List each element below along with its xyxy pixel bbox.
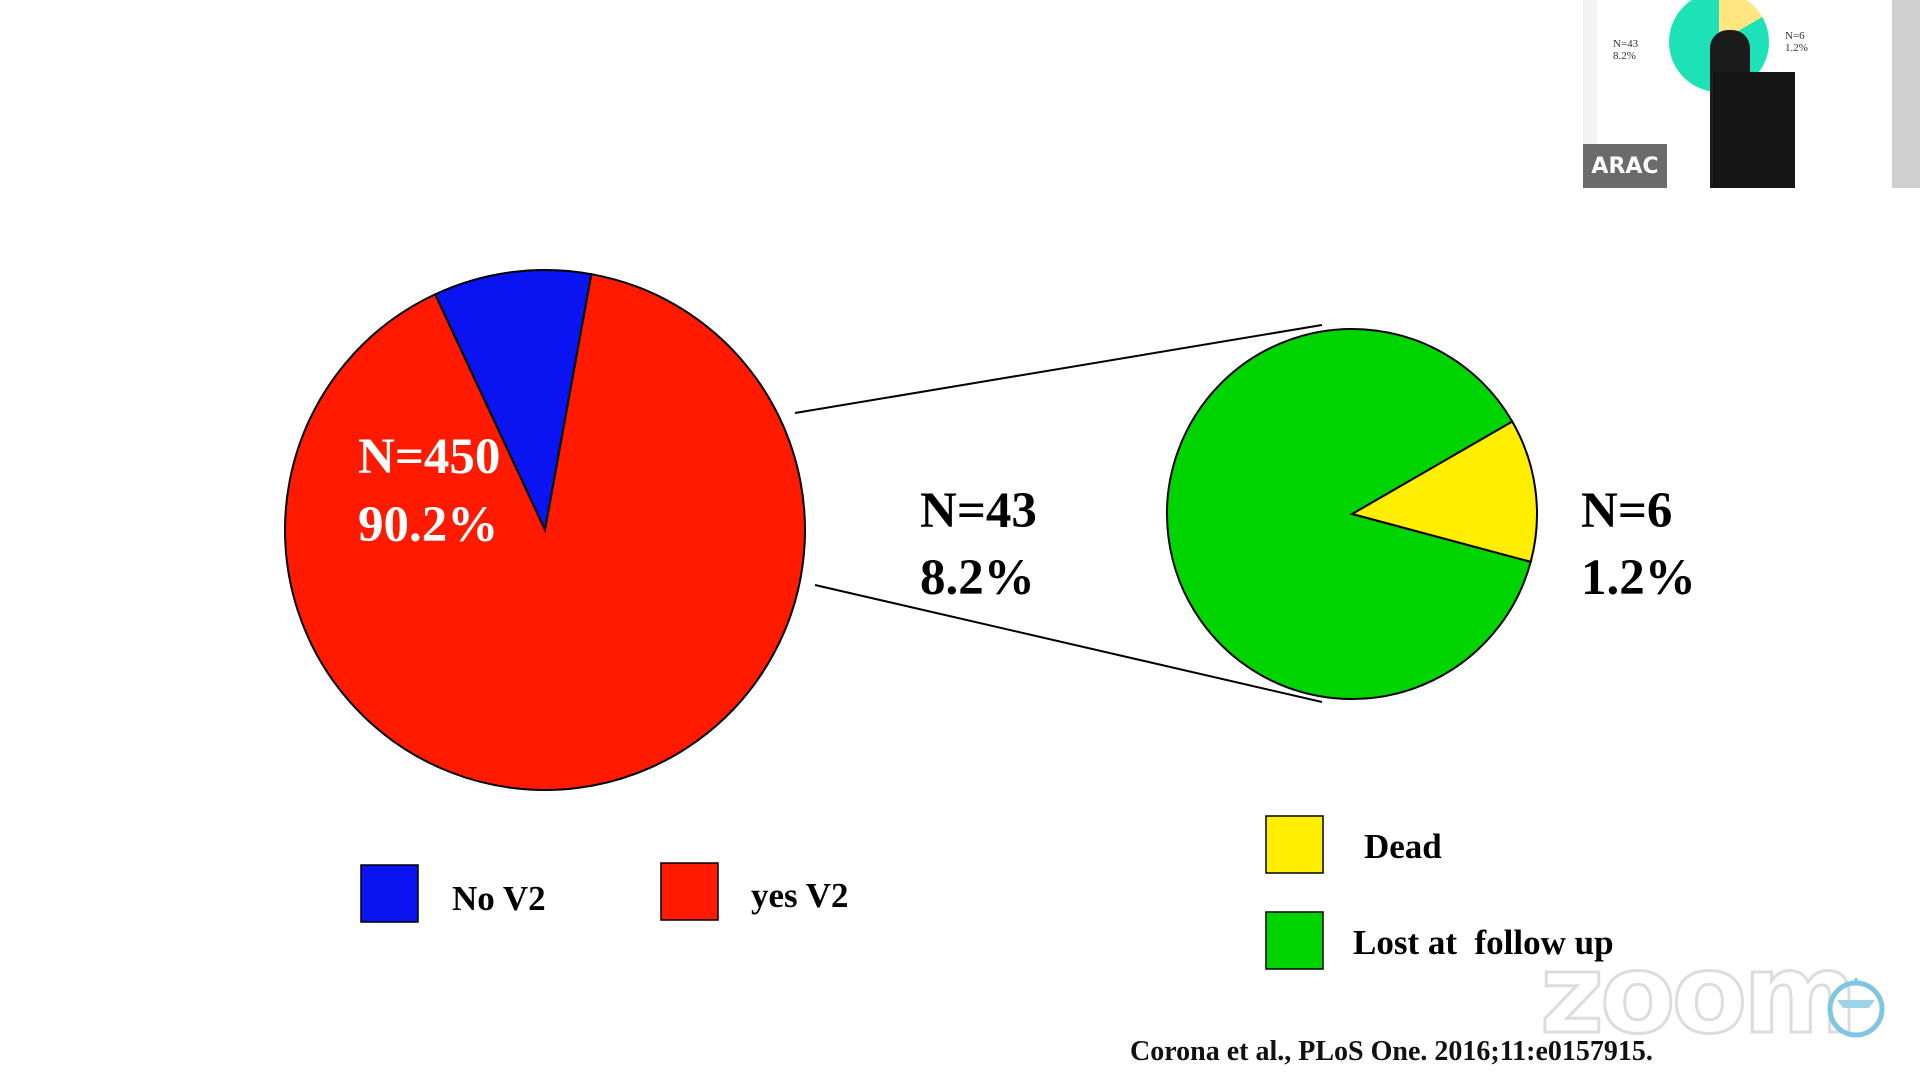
pie-slice-lost-follow-up [1166,328,1532,700]
pie1-annotation-pct: 90.2% [358,497,498,553]
pie-slice-yes-v2 [283,273,806,791]
pie-slice-no-v2 [433,269,593,534]
thumb-text-left: N=43 8.2% [1613,38,1639,62]
legend-swatch-no-v2 [360,864,419,923]
participant-name-label: ARAC [1583,144,1667,188]
zoom-watermark: zoom [1539,929,1860,1060]
legend-swatch-dead [1265,815,1324,874]
pie-chart-lost-dead [1166,328,1538,700]
logo-icon [1827,978,1885,1038]
podium [1713,72,1795,188]
subset-annotation-n: N=43 [920,483,1037,539]
pie2-annotation-pct: 1.2% [1581,550,1696,606]
speaker-video-thumbnail[interactable]: N=43 8.2% N=6 1.2% ARAC [1583,0,1920,188]
subset-annotation-pct: 8.2% [920,550,1035,606]
legend-label-dead: Dead [1364,827,1442,866]
connector-line-bottom [814,584,1323,703]
wall-pillar [1892,0,1920,188]
pie-chart-v2 [283,269,806,791]
thumb-text-right: N=6 1.2% [1785,30,1808,54]
legend-swatch-yes-v2 [660,862,719,921]
pie2-annotation-n: N=6 [1581,483,1672,539]
pie1-annotation-n: N=450 [358,429,500,485]
legend-label-no-v2: No V2 [452,879,546,918]
legend-swatch-lost [1265,911,1324,970]
legend-label-lost: Lost at follow up [1353,923,1614,962]
pie-slice-dead [1349,420,1538,564]
citation: Corona et al., PLoS One. 2016;11:e015791… [1130,1036,1653,1067]
connector-line-top [794,324,1323,414]
legend-label-yes-v2: yes V2 [751,876,849,915]
